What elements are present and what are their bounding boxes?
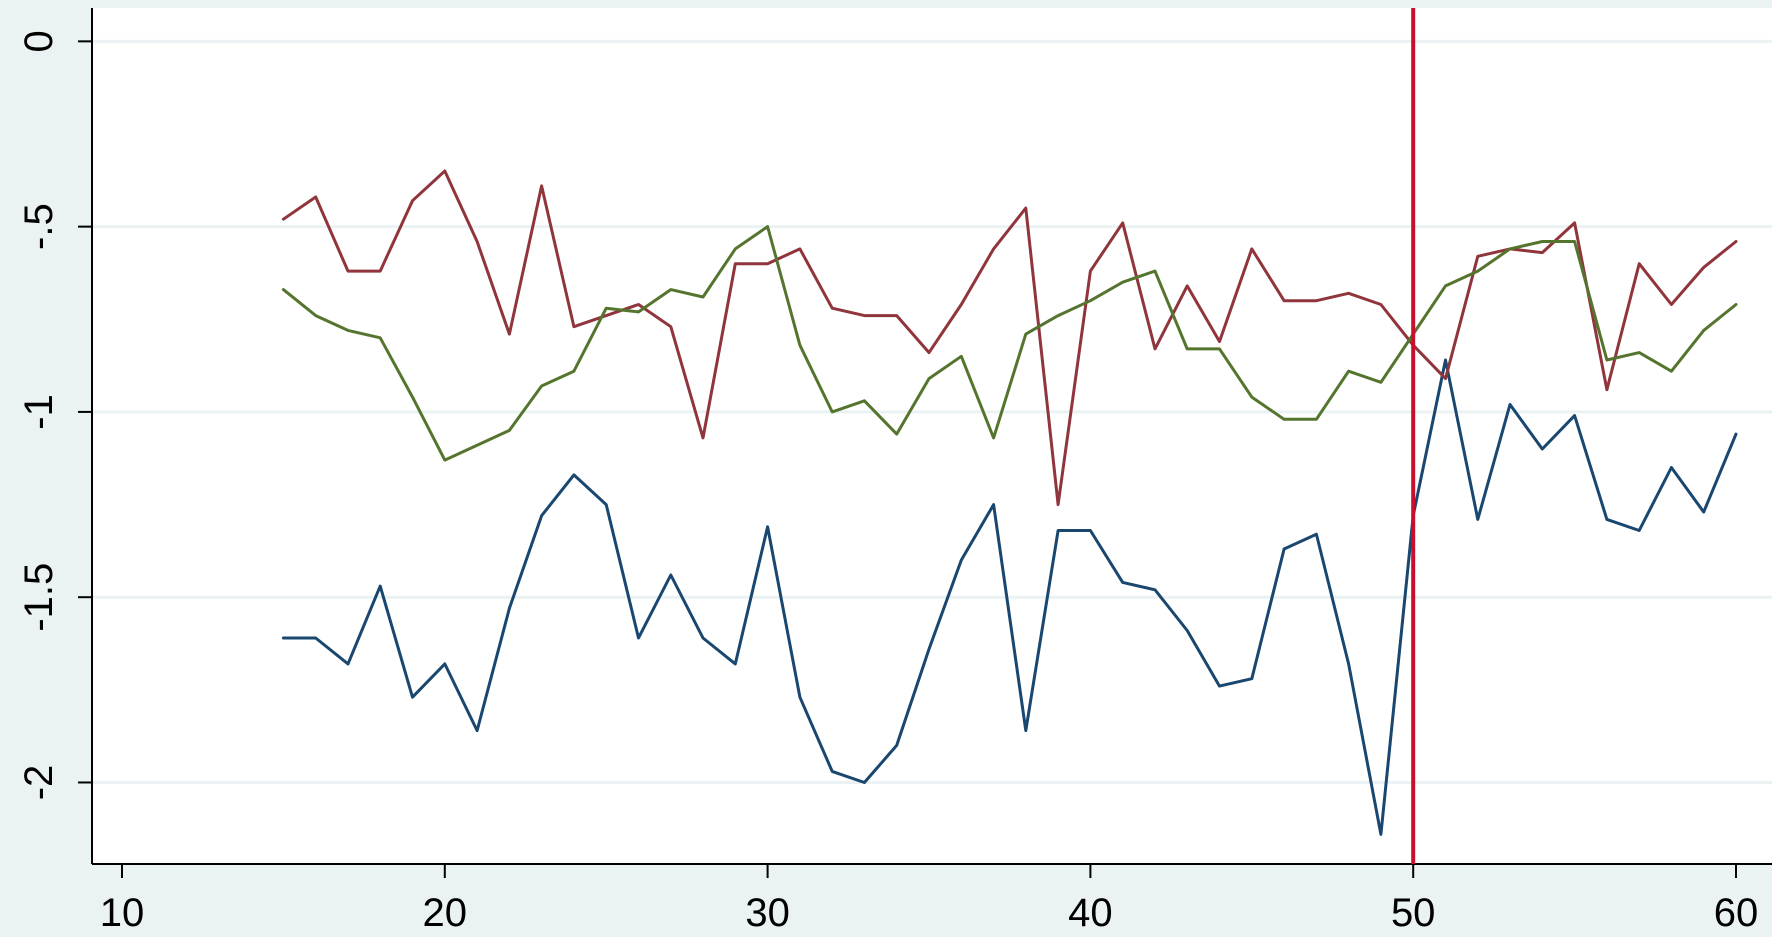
tick-labels: 0 -.5 -1 -1.5 -2 10 20 30 40 50 60 <box>17 30 1758 935</box>
x-tick-label-2: 30 <box>745 891 790 935</box>
x-tick-label-3: 40 <box>1068 891 1113 935</box>
x-tick-label-5: 60 <box>1714 891 1759 935</box>
gridlines <box>92 39 1772 784</box>
y-tick-label-3: -1.5 <box>17 563 61 632</box>
y-tick-label-4: -2 <box>17 765 61 801</box>
y-tick-label-2: -1 <box>17 394 61 430</box>
series-line-1 <box>281 358 1738 836</box>
y-tick-label-1: -.5 <box>17 203 61 250</box>
y-tick-label-0: 0 <box>17 30 61 52</box>
plot-area <box>92 8 1772 864</box>
axes <box>78 8 1772 878</box>
series-line-3 <box>281 225 1738 462</box>
x-tick-label-4: 50 <box>1391 891 1436 935</box>
series-lines <box>281 169 1738 836</box>
x-tick-label-0: 10 <box>100 891 145 935</box>
series-line-2 <box>281 169 1738 507</box>
x-tick-label-1: 20 <box>423 891 468 935</box>
